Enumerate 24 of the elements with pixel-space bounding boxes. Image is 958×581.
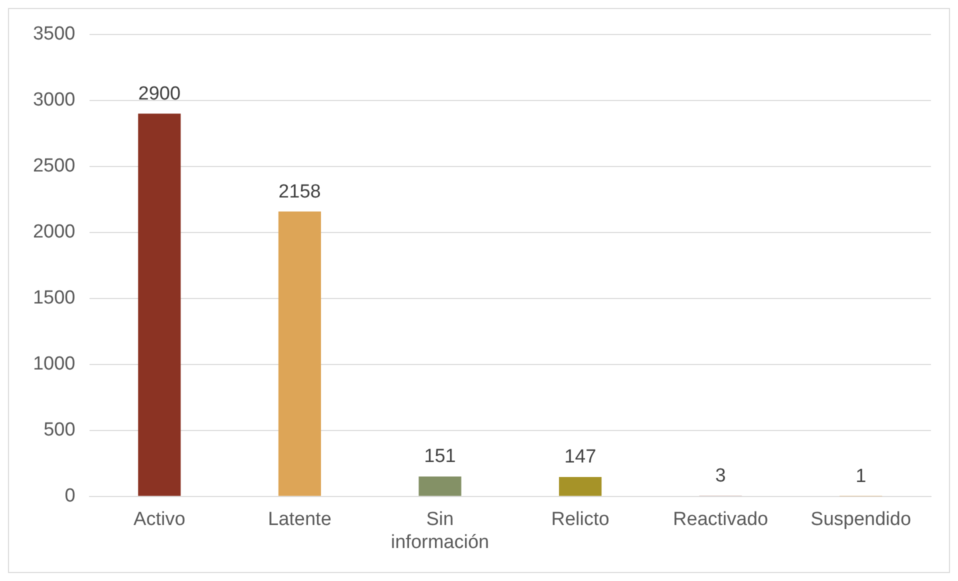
x-tick-label: Relicto — [551, 509, 610, 530]
y-tick-label: 1500 — [32, 288, 76, 309]
data-label: 1 — [856, 466, 866, 487]
x-tick-label: Suspendido — [810, 509, 912, 530]
y-tick-label: 3000 — [32, 90, 76, 111]
bar — [278, 212, 321, 496]
data-label: 147 — [564, 446, 596, 468]
y-tick-label: 500 — [44, 420, 76, 441]
y-tick-label: 2000 — [32, 222, 76, 243]
data-label: 2158 — [278, 181, 321, 202]
y-tick-label: 2500 — [32, 156, 76, 177]
bar — [138, 114, 181, 496]
data-label: 151 — [424, 446, 456, 468]
x-tick-label: Reactivado — [673, 509, 768, 530]
y-tick-label: 1000 — [32, 354, 76, 375]
bar — [418, 476, 462, 496]
x-tick-label: Sin información — [390, 509, 490, 553]
data-label: 3 — [715, 466, 726, 487]
x-tick-label: Latente — [268, 509, 332, 530]
x-tick-label: Activo — [134, 509, 186, 530]
data-label: 2900 — [138, 83, 181, 104]
y-tick-label: 0 — [64, 486, 76, 507]
bar — [558, 476, 602, 496]
y-tick-label: 3500 — [32, 24, 76, 45]
